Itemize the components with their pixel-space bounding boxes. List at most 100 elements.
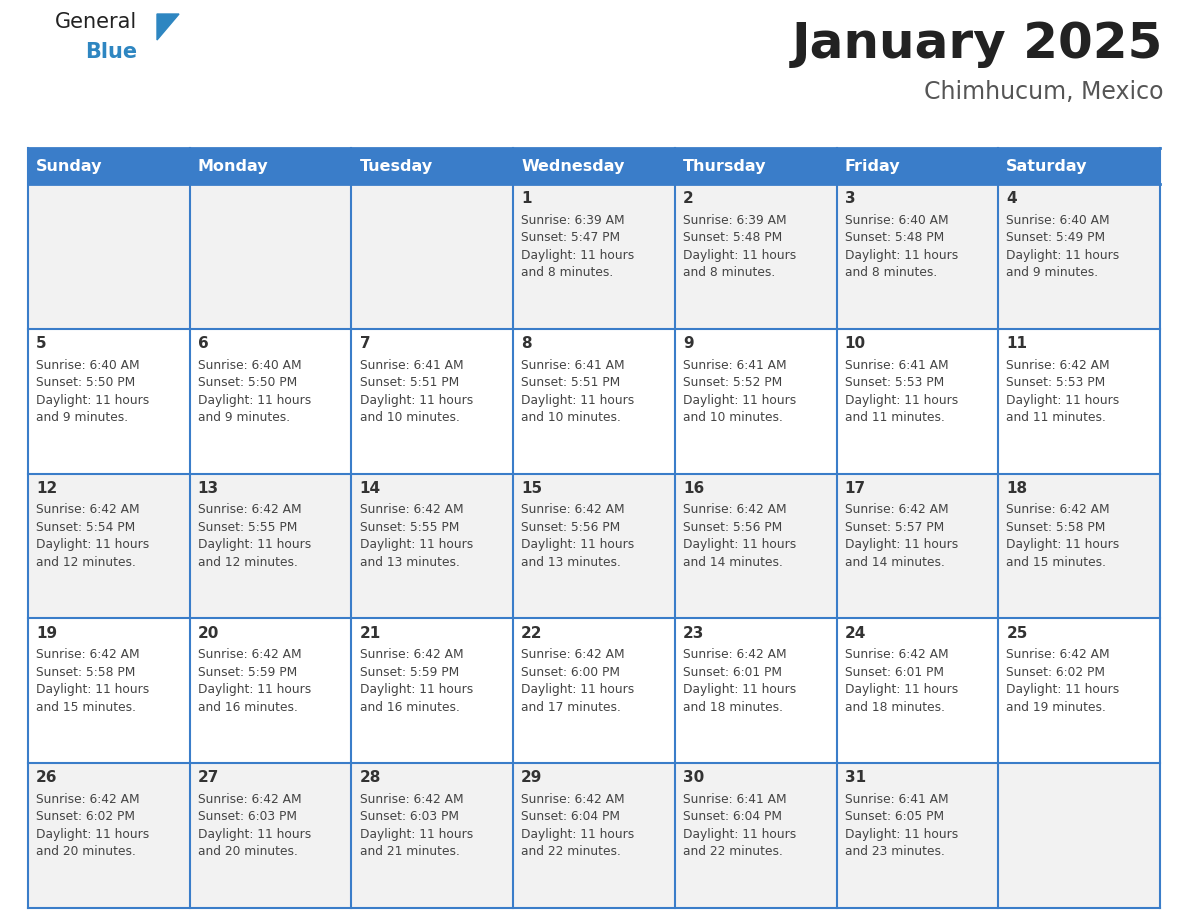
Bar <box>998 474 1159 619</box>
Bar <box>836 329 998 474</box>
Bar <box>352 184 513 329</box>
Text: 12: 12 <box>36 481 57 496</box>
Bar <box>998 329 1159 474</box>
Text: Sunrise: 6:42 AM: Sunrise: 6:42 AM <box>360 648 463 661</box>
Text: 22: 22 <box>522 626 543 641</box>
Text: 5: 5 <box>36 336 46 351</box>
Text: Thursday: Thursday <box>683 159 766 174</box>
Text: Daylight: 11 hours: Daylight: 11 hours <box>845 683 958 696</box>
Text: and 15 minutes.: and 15 minutes. <box>1006 555 1106 569</box>
Text: Daylight: 11 hours: Daylight: 11 hours <box>197 683 311 696</box>
Text: and 13 minutes.: and 13 minutes. <box>522 555 621 569</box>
Text: Sunrise: 6:40 AM: Sunrise: 6:40 AM <box>197 359 302 372</box>
Text: and 12 minutes.: and 12 minutes. <box>36 555 135 569</box>
Text: Daylight: 11 hours: Daylight: 11 hours <box>36 538 150 552</box>
Text: 24: 24 <box>845 626 866 641</box>
Text: Daylight: 11 hours: Daylight: 11 hours <box>845 249 958 262</box>
Text: Sunrise: 6:41 AM: Sunrise: 6:41 AM <box>522 359 625 372</box>
Bar <box>190 329 352 474</box>
Text: Sunrise: 6:42 AM: Sunrise: 6:42 AM <box>197 503 302 516</box>
Text: and 14 minutes.: and 14 minutes. <box>683 555 783 569</box>
Text: Sunset: 5:55 PM: Sunset: 5:55 PM <box>197 521 297 534</box>
Text: 11: 11 <box>1006 336 1028 351</box>
Text: 6: 6 <box>197 336 209 351</box>
Text: Sunrise: 6:42 AM: Sunrise: 6:42 AM <box>360 793 463 806</box>
Text: and 9 minutes.: and 9 minutes. <box>36 411 128 424</box>
Bar <box>998 184 1159 329</box>
Bar <box>513 329 675 474</box>
Text: Daylight: 11 hours: Daylight: 11 hours <box>522 538 634 552</box>
Text: and 10 minutes.: and 10 minutes. <box>522 411 621 424</box>
Text: 3: 3 <box>845 191 855 207</box>
Text: and 12 minutes.: and 12 minutes. <box>197 555 298 569</box>
Bar <box>675 619 836 763</box>
Text: Sunrise: 6:42 AM: Sunrise: 6:42 AM <box>845 503 948 516</box>
Bar <box>675 329 836 474</box>
Text: and 20 minutes.: and 20 minutes. <box>36 845 135 858</box>
Text: Sunrise: 6:40 AM: Sunrise: 6:40 AM <box>1006 214 1110 227</box>
Text: 9: 9 <box>683 336 694 351</box>
Bar <box>836 619 998 763</box>
Text: and 23 minutes.: and 23 minutes. <box>845 845 944 858</box>
Text: Daylight: 11 hours: Daylight: 11 hours <box>360 683 473 696</box>
Text: and 16 minutes.: and 16 minutes. <box>197 700 298 713</box>
Text: Sunrise: 6:40 AM: Sunrise: 6:40 AM <box>845 214 948 227</box>
Bar <box>190 763 352 908</box>
Text: Daylight: 11 hours: Daylight: 11 hours <box>683 249 796 262</box>
Text: 28: 28 <box>360 770 381 786</box>
Bar <box>352 148 513 184</box>
Text: 10: 10 <box>845 336 866 351</box>
Text: 4: 4 <box>1006 191 1017 207</box>
Text: Daylight: 11 hours: Daylight: 11 hours <box>845 538 958 552</box>
Text: 8: 8 <box>522 336 532 351</box>
Text: 15: 15 <box>522 481 543 496</box>
Text: and 11 minutes.: and 11 minutes. <box>845 411 944 424</box>
Text: and 9 minutes.: and 9 minutes. <box>197 411 290 424</box>
Text: and 17 minutes.: and 17 minutes. <box>522 700 621 713</box>
Text: Daylight: 11 hours: Daylight: 11 hours <box>360 828 473 841</box>
Text: Wednesday: Wednesday <box>522 159 625 174</box>
Bar <box>29 148 190 184</box>
Text: Sunset: 6:04 PM: Sunset: 6:04 PM <box>522 811 620 823</box>
Text: Sunset: 5:53 PM: Sunset: 5:53 PM <box>845 376 944 389</box>
Text: Daylight: 11 hours: Daylight: 11 hours <box>197 394 311 407</box>
Text: Sunset: 5:51 PM: Sunset: 5:51 PM <box>360 376 459 389</box>
Text: Sunset: 6:03 PM: Sunset: 6:03 PM <box>197 811 297 823</box>
Text: Tuesday: Tuesday <box>360 159 432 174</box>
Text: Sunrise: 6:40 AM: Sunrise: 6:40 AM <box>36 359 140 372</box>
Text: Daylight: 11 hours: Daylight: 11 hours <box>683 828 796 841</box>
Text: 29: 29 <box>522 770 543 786</box>
Text: and 8 minutes.: and 8 minutes. <box>522 266 613 279</box>
Text: Daylight: 11 hours: Daylight: 11 hours <box>683 683 796 696</box>
Bar <box>675 763 836 908</box>
Text: January 2025: January 2025 <box>791 20 1163 68</box>
Text: Sunset: 5:48 PM: Sunset: 5:48 PM <box>683 231 782 244</box>
Bar <box>190 619 352 763</box>
Text: and 15 minutes.: and 15 minutes. <box>36 700 137 713</box>
Text: Daylight: 11 hours: Daylight: 11 hours <box>522 394 634 407</box>
Text: and 10 minutes.: and 10 minutes. <box>360 411 460 424</box>
Text: 25: 25 <box>1006 626 1028 641</box>
Text: 1: 1 <box>522 191 532 207</box>
Bar <box>513 474 675 619</box>
Text: Sunrise: 6:41 AM: Sunrise: 6:41 AM <box>360 359 463 372</box>
Text: Sunrise: 6:42 AM: Sunrise: 6:42 AM <box>1006 648 1110 661</box>
Text: and 22 minutes.: and 22 minutes. <box>683 845 783 858</box>
Text: Sunrise: 6:42 AM: Sunrise: 6:42 AM <box>36 503 140 516</box>
Text: Sunrise: 6:39 AM: Sunrise: 6:39 AM <box>683 214 786 227</box>
Text: Daylight: 11 hours: Daylight: 11 hours <box>36 394 150 407</box>
Bar <box>352 474 513 619</box>
Text: Sunset: 5:49 PM: Sunset: 5:49 PM <box>1006 231 1106 244</box>
Text: Daylight: 11 hours: Daylight: 11 hours <box>197 538 311 552</box>
Bar <box>352 763 513 908</box>
Text: Blue: Blue <box>86 42 137 62</box>
Text: Sunset: 5:55 PM: Sunset: 5:55 PM <box>360 521 459 534</box>
Text: Daylight: 11 hours: Daylight: 11 hours <box>36 828 150 841</box>
Text: Sunset: 5:51 PM: Sunset: 5:51 PM <box>522 376 620 389</box>
Text: Sunset: 5:54 PM: Sunset: 5:54 PM <box>36 521 135 534</box>
Text: 23: 23 <box>683 626 704 641</box>
Text: Daylight: 11 hours: Daylight: 11 hours <box>522 249 634 262</box>
Bar <box>836 184 998 329</box>
Text: Daylight: 11 hours: Daylight: 11 hours <box>360 538 473 552</box>
Text: Chimhucum, Mexico: Chimhucum, Mexico <box>923 80 1163 104</box>
